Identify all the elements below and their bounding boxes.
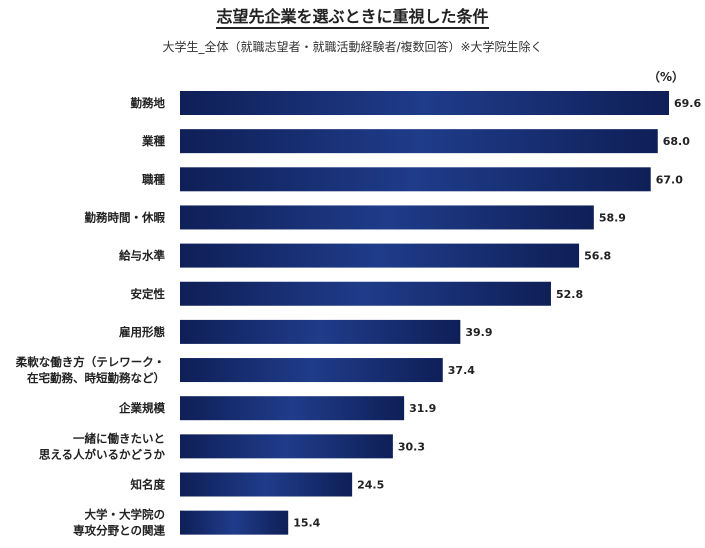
category-label-8-line-0: 企業規模 bbox=[118, 401, 165, 415]
category-label-10-line-0: 知名度 bbox=[130, 478, 166, 492]
category-label-10: 知名度 bbox=[130, 478, 166, 492]
value-label-9: 30.3 bbox=[398, 440, 425, 453]
bars-group: 69.6 勤務地 68.0 業種 67.0 職種 58.9 勤務時間・休暇 56.8 給与水準 52… bbox=[15, 91, 701, 538]
value-label-10: 24.5 bbox=[357, 479, 384, 492]
category-label-5-line-0: 安定性 bbox=[131, 287, 166, 301]
category-label-9-line-1: 思える人がいるかどうか bbox=[39, 447, 166, 461]
value-label-7: 37.4 bbox=[448, 364, 475, 377]
bar-3 bbox=[180, 205, 594, 230]
value-label-5: 52.8 bbox=[556, 288, 583, 301]
category-label-7: 柔軟な働き方（テレワーク・在宅勤務、時短勤務など） bbox=[15, 355, 165, 385]
category-label-7-line-1: 在宅勤務、時短勤務など） bbox=[27, 371, 165, 385]
bar-9 bbox=[180, 434, 393, 459]
category-label-3-line-0: 勤務時間・休暇 bbox=[85, 210, 166, 224]
bar-1 bbox=[180, 129, 658, 154]
category-label-11-line-0: 大学・大学院の bbox=[85, 508, 166, 522]
unit-label: （%） bbox=[648, 70, 685, 84]
category-label-11-line-1: 専攻分野との関連 bbox=[73, 524, 165, 538]
category-label-8: 企業規模 bbox=[118, 401, 165, 415]
bar-5 bbox=[180, 281, 551, 306]
category-label-1-line-0: 業種 bbox=[141, 134, 165, 148]
value-label-11: 15.4 bbox=[293, 517, 320, 530]
bar-10 bbox=[180, 472, 353, 497]
bar-11 bbox=[180, 510, 289, 535]
category-label-6: 雇用形態 bbox=[119, 325, 165, 339]
value-label-4: 56.8 bbox=[584, 250, 611, 263]
bar-4 bbox=[180, 243, 580, 268]
category-label-2-line-0: 職種 bbox=[142, 172, 165, 186]
value-label-0: 69.6 bbox=[674, 97, 701, 110]
category-label-7-line-0: 柔軟な働き方（テレワーク・ bbox=[15, 355, 165, 369]
category-label-2: 職種 bbox=[142, 172, 165, 186]
category-label-6-line-0: 雇用形態 bbox=[119, 325, 165, 339]
value-label-1: 68.0 bbox=[663, 135, 690, 148]
bar-8 bbox=[180, 396, 405, 421]
category-label-1: 業種 bbox=[141, 134, 165, 148]
chart-title-text: 志望先企業を選ぶときに重視した条件 bbox=[216, 7, 489, 29]
category-label-3: 勤務時間・休暇 bbox=[85, 210, 166, 224]
value-label-3: 58.9 bbox=[599, 211, 626, 224]
value-label-2: 67.0 bbox=[656, 173, 683, 186]
category-label-5: 安定性 bbox=[131, 287, 166, 301]
bar-0 bbox=[180, 91, 669, 115]
bar-2 bbox=[180, 167, 651, 192]
category-label-9-line-0: 一緒に働きたいと bbox=[73, 431, 165, 445]
chart-subtitle: 大学生_全体（就職志望者・就職活動経験者/複数回答）※大学院生除く bbox=[162, 40, 543, 54]
chart-title: 志望先企業を選ぶときに重視した条件 bbox=[0, 6, 705, 29]
category-label-4-line-0: 給与水準 bbox=[119, 249, 165, 263]
category-label-9: 一緒に働きたいと思える人がいるかどうか bbox=[39, 431, 166, 461]
value-label-6: 39.9 bbox=[465, 326, 492, 339]
bar-7 bbox=[180, 358, 443, 383]
bar-6 bbox=[180, 319, 461, 344]
category-label-11: 大学・大学院の専攻分野との関連 bbox=[73, 508, 165, 538]
category-label-4: 給与水準 bbox=[119, 249, 165, 263]
value-label-8: 31.9 bbox=[409, 402, 436, 415]
category-label-0: 勤務地 bbox=[131, 96, 166, 110]
category-label-0-line-0: 勤務地 bbox=[131, 96, 166, 110]
